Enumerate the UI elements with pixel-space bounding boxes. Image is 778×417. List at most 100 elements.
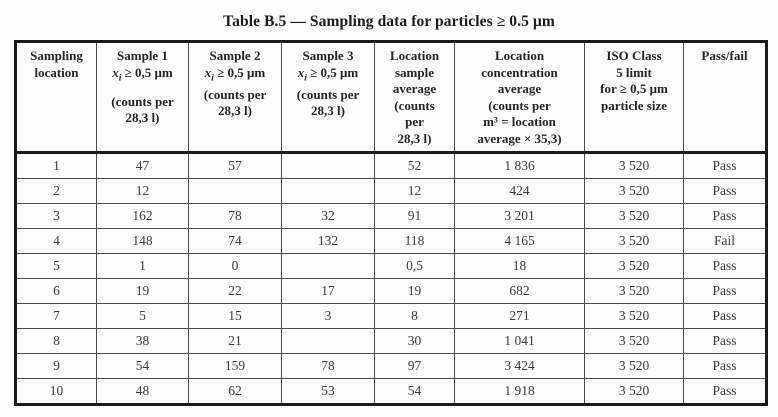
cell-location-sample-average: 118: [374, 228, 455, 254]
cell-sampling-location: 4: [15, 228, 97, 254]
cell-sample-3: [281, 178, 375, 204]
header-location-sample-average: Location sample average (counts per 28,3…: [374, 41, 455, 154]
header-line: sample: [395, 64, 434, 80]
table-row: 7 5 15 3 8 271 3 520 Pass: [15, 303, 767, 329]
table-row: 4 148 74 132 118 4 165 3 520 Fail: [15, 228, 767, 254]
cell-pass-fail: Pass: [683, 203, 767, 229]
cell-sample-2: 74: [188, 228, 282, 254]
header-sampling-location: Sampling location: [15, 41, 97, 154]
cell-sampling-location: 1: [15, 152, 97, 179]
cell-location-concentration-average: 1 836: [454, 152, 585, 179]
cell-sampling-location: 9: [15, 353, 97, 379]
header-line: ISO Class: [606, 48, 662, 63]
header-sample-2: Sample 2 xi ≥ 0,5 μm (counts per 28,3 l): [188, 41, 282, 154]
cell-sample-2: 62: [188, 378, 282, 405]
header-line: 28,3 l): [218, 103, 252, 119]
header-line: Pass/fail: [701, 48, 748, 63]
cell-sample-1: 19: [96, 278, 189, 304]
header-pass-fail: Pass/fail: [683, 41, 767, 154]
table-row: 2 12 12 424 3 520 Pass: [15, 178, 767, 204]
cell-sample-2: 78: [188, 203, 282, 229]
cell-pass-fail: Pass: [683, 353, 767, 379]
table-title: Table B.5 — Sampling data for particles …: [223, 13, 555, 30]
table-row: 10 48 62 53 54 1 918 3 520 Pass: [15, 378, 767, 405]
cell-sampling-location: 10: [15, 378, 97, 405]
cell-sample-1: 148: [96, 228, 189, 254]
header-line: (counts per: [111, 93, 174, 109]
cell-location-concentration-average: 18: [454, 253, 585, 279]
x-symbol: x: [204, 64, 212, 80]
header-iso-class-limit: ISO Class 5 limit for ≥ 0,5 μm particle …: [584, 41, 684, 154]
cell-sampling-location: 6: [15, 278, 97, 304]
cell-pass-fail: Pass: [683, 328, 767, 354]
cell-sample-3: 78: [281, 353, 375, 379]
cell-pass-fail: Fail: [683, 228, 767, 254]
cell-sample-2: 0: [188, 253, 282, 279]
header-line: xi ≥ 0,5 μm: [99, 65, 186, 87]
header-line: (counts per: [203, 86, 267, 102]
header-line: for ≥ 0,5 μm: [600, 81, 668, 96]
cell-location-sample-average: 30: [374, 328, 455, 354]
cell-location-sample-average: 8: [374, 303, 455, 329]
cell-sample-2: 57: [188, 152, 282, 179]
header-line: concentration: [481, 64, 558, 80]
header-line: m³ = location: [483, 114, 556, 129]
x-subscript: i: [304, 73, 307, 84]
cell-sample-3: 53: [281, 378, 375, 405]
cell-location-sample-average: 52: [374, 152, 455, 179]
header-line: location: [34, 64, 79, 80]
cell-sample-2: 21: [188, 328, 282, 354]
cell-sample-1: 1: [96, 253, 189, 279]
cell-sample-2: 15: [188, 303, 282, 329]
header-line: (counts per: [296, 86, 360, 102]
cell-location-concentration-average: 682: [454, 278, 585, 304]
header-line: Sampling: [30, 48, 83, 63]
header-line: 5 limit: [616, 64, 652, 80]
cell-location-concentration-average: 1 041: [454, 328, 585, 354]
cell-iso-class-limit: 3 520: [584, 278, 684, 304]
cell-iso-class-limit: 3 520: [584, 253, 684, 279]
qualifier-text: ≥ 0,5 μm: [121, 64, 173, 80]
table-body: 1 47 57 52 1 836 3 520 Pass 2 12 12 424 …: [15, 152, 767, 405]
qualifier-text: ≥ 0,5 μm: [213, 64, 266, 80]
header-line: 28,3 l): [311, 103, 345, 119]
cell-sample-2: 22: [188, 278, 282, 304]
header-line: 28,3 l): [397, 130, 432, 146]
cell-pass-fail: Pass: [683, 303, 767, 329]
cell-location-sample-average: 0,5: [374, 253, 455, 279]
cell-sampling-location: 7: [15, 303, 97, 329]
header-line: (counts: [394, 97, 435, 113]
cell-pass-fail: Pass: [683, 378, 767, 405]
cell-sample-3: 132: [281, 228, 375, 254]
cell-sample-3: [281, 328, 375, 354]
cell-pass-fail: Pass: [683, 253, 767, 279]
cell-iso-class-limit: 3 520: [584, 378, 684, 405]
cell-sample-3: [281, 253, 375, 279]
cell-sample-1: 47: [96, 152, 189, 179]
x-symbol: x: [297, 64, 305, 80]
cell-iso-class-limit: 3 520: [584, 303, 684, 329]
header-line: Sample 1: [117, 48, 168, 63]
cell-sampling-location: 3: [15, 203, 97, 229]
header-row: Sampling location Sample 1 xi ≥ 0,5 μm (…: [15, 41, 767, 154]
cell-sample-1: 12: [96, 178, 189, 204]
header-line: average: [392, 81, 437, 96]
cell-iso-class-limit: 3 520: [584, 228, 684, 254]
cell-location-sample-average: 54: [374, 378, 455, 405]
cell-sample-3: 17: [281, 278, 375, 304]
cell-iso-class-limit: 3 520: [584, 328, 684, 354]
cell-sampling-location: 2: [15, 178, 97, 204]
header-line: Sample 3: [302, 48, 354, 63]
table-row: 9 54 159 78 97 3 424 3 520 Pass: [15, 353, 767, 379]
cell-sample-1: 54: [96, 353, 189, 379]
header-location-concentration-average: Location concentration average (counts p…: [454, 41, 585, 154]
sampling-data-table: Sampling location Sample 1 xi ≥ 0,5 μm (…: [14, 40, 768, 406]
document-page: Table B.5 — Sampling data for particles …: [14, 13, 768, 406]
cell-sample-2: 159: [188, 353, 282, 379]
header-line: average × 35,3): [477, 130, 562, 146]
cell-iso-class-limit: 3 520: [584, 353, 684, 379]
cell-sample-2: [188, 178, 282, 204]
cell-iso-class-limit: 3 520: [584, 178, 684, 204]
header-line: xi ≥ 0,5 μm: [284, 65, 372, 87]
header-sample-1: Sample 1 xi ≥ 0,5 μm (counts per 28,3 l): [96, 41, 189, 154]
